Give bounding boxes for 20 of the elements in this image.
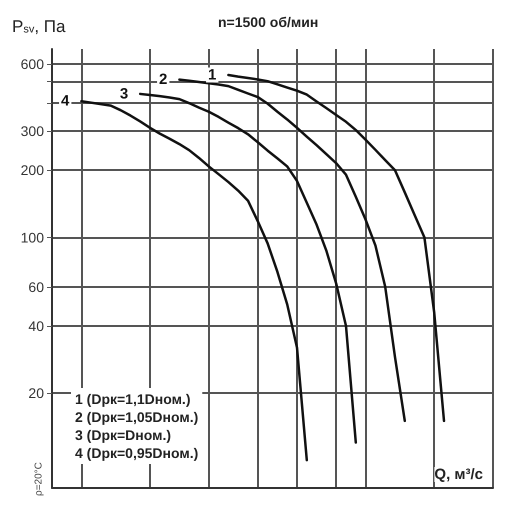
series-label: 4 xyxy=(61,92,70,110)
x-axis-title: Q, м³/с xyxy=(434,466,484,483)
y-tick-label: 20 xyxy=(28,385,44,402)
y-tick-label: 200 xyxy=(20,162,44,178)
y-tick-label: 60 xyxy=(28,278,44,295)
annotation: 3 (Dрк=Dном.) xyxy=(75,427,172,443)
y-tick-label: 40 xyxy=(28,318,44,334)
series-label: 2 xyxy=(159,71,168,88)
y-tick-label: 300 xyxy=(20,123,44,139)
annotation: 1 (Dрк=1,1Dном.) xyxy=(75,391,190,407)
text: ρ=20°C xyxy=(34,462,44,496)
annotation: 2 (Dрк=1,05Dном.) xyxy=(75,409,198,425)
annotation: 4 (Dрк=0,95Dном.) xyxy=(75,445,198,461)
series-label: 3 xyxy=(120,85,128,102)
y-tick-label: 600 xyxy=(20,56,44,72)
line-series xyxy=(227,74,446,422)
y-tick-label: 100 xyxy=(20,229,44,246)
chart-title: n=1500 об/мин xyxy=(218,14,318,30)
y-axis-title: Psv, Па xyxy=(12,17,66,36)
series-label: 1 xyxy=(208,66,216,84)
